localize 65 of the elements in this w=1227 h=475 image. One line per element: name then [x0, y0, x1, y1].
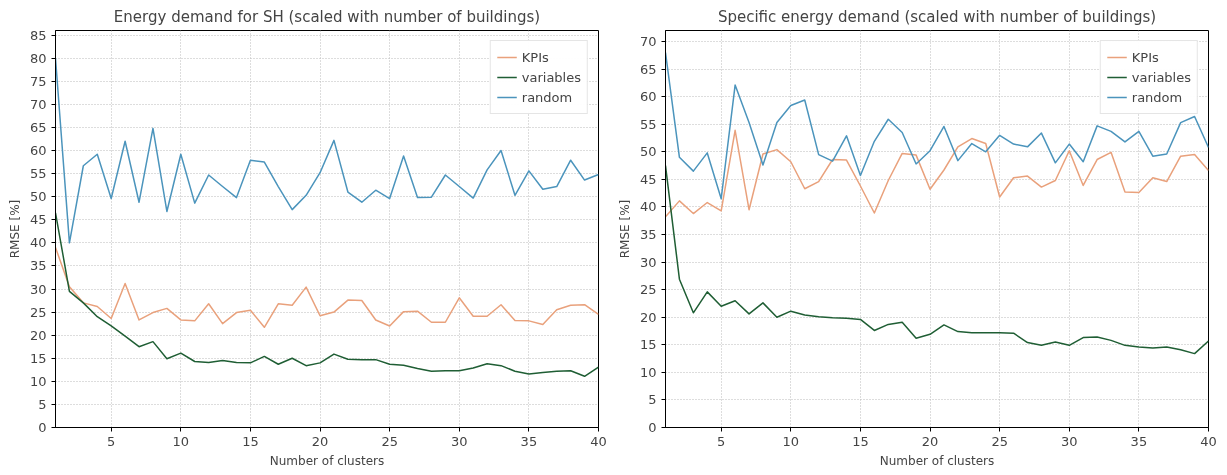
legend-label: random [521, 89, 573, 105]
x-tick-label: 20 [921, 433, 939, 449]
legend-label: variables [1131, 69, 1191, 85]
x-tick-label: 35 [520, 433, 538, 449]
y-tick-label: 50 [639, 144, 657, 160]
y-tick-label: 40 [29, 235, 47, 251]
x-axis-title: Number of clusters [269, 453, 385, 468]
x-tick-label: 15 [852, 433, 869, 449]
y-tick-label: 25 [639, 282, 657, 298]
y-tick-label: 55 [29, 166, 47, 182]
y-tick-label: 20 [639, 309, 657, 325]
y-tick-label: 50 [29, 189, 47, 205]
line-series [665, 51, 1209, 200]
y-tick-label: 40 [639, 199, 657, 215]
x-tick-label: 15 [242, 433, 259, 449]
y-tick-label: 70 [29, 96, 47, 112]
y-tick-label: 15 [29, 350, 47, 366]
y-tick-label: 20 [29, 327, 47, 343]
chart-title: Specific energy demand (scaled with number of buildings) [717, 7, 1157, 26]
y-tick-label: 45 [639, 171, 657, 187]
legend-label: random [1131, 89, 1183, 105]
legend-label: KPIs [1131, 49, 1159, 65]
y-tick-label: 35 [639, 227, 657, 243]
y-tick-label: 80 [29, 50, 47, 66]
y-tick-label: 5 [648, 392, 657, 408]
x-tick-label: 10 [782, 433, 800, 449]
y-tick-label: 75 [29, 73, 47, 89]
y-tick-label: 5 [38, 396, 47, 412]
legend-label: variables [521, 69, 581, 85]
legend-label: KPIs [521, 49, 549, 65]
y-tick-label: 35 [29, 258, 47, 274]
y-axis-title: RMSE [%] [7, 199, 22, 259]
line-series [665, 129, 1209, 218]
y-tick-label: 15 [639, 337, 657, 353]
x-tick-label: 25 [381, 433, 398, 449]
y-tick-label: 60 [29, 143, 47, 159]
y-tick-label: 10 [639, 364, 657, 380]
y-tick-label: 30 [639, 254, 657, 270]
x-tick-label: 5 [107, 433, 116, 449]
x-tick-label: 30 [1061, 433, 1078, 449]
x-tick-label: 30 [451, 433, 468, 449]
x-tick-label: 40 [1200, 433, 1217, 449]
x-tick-label: 40 [590, 433, 607, 449]
x-tick-label: 5 [717, 433, 726, 449]
y-tick-label: 60 [639, 89, 657, 105]
y-tick-label: 65 [29, 119, 47, 135]
y-axis-title: RMSE [%] [617, 199, 632, 259]
y-tick-label: 45 [29, 212, 47, 228]
y-tick-label: 70 [639, 34, 657, 50]
y-tick-label: 85 [29, 27, 47, 43]
y-tick-label: 0 [648, 420, 657, 435]
y-tick-label: 55 [639, 116, 657, 132]
line-series [55, 246, 599, 329]
x-tick-label: 20 [311, 433, 329, 449]
chart-title: Energy demand for SH (scaled with number of buildings) [113, 7, 541, 26]
y-tick-label: 0 [38, 420, 47, 435]
x-tick-label: 35 [1130, 433, 1148, 449]
y-tick-label: 10 [29, 373, 47, 389]
y-tick-label: 25 [29, 304, 47, 320]
x-tick-label: 25 [991, 433, 1008, 449]
y-tick-label: 65 [639, 61, 657, 77]
x-tick-label: 10 [172, 433, 190, 449]
line-series [55, 212, 599, 378]
y-tick-label: 30 [29, 281, 47, 297]
x-axis-title: Number of clusters [879, 453, 995, 468]
